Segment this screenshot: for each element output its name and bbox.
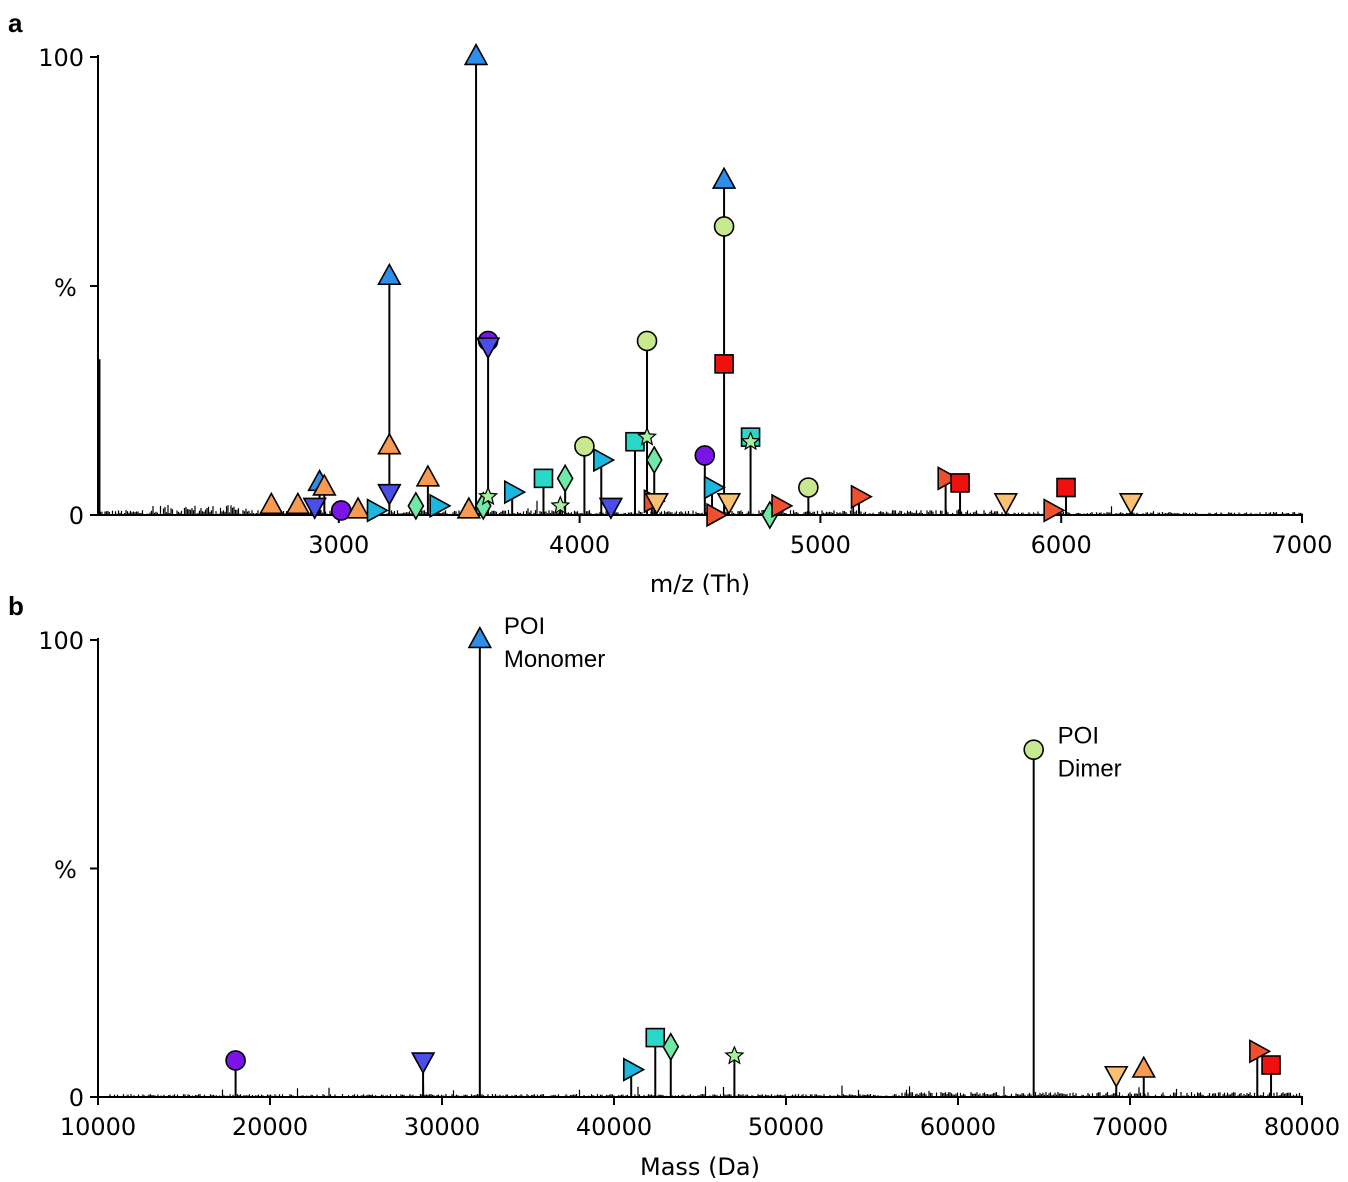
b-marker-triangle-right — [622, 1057, 646, 1082]
panel-a-letter: a — [8, 8, 23, 38]
panel-b-xlabel: Mass (Da) — [640, 1153, 760, 1181]
b-y-tick-label: 100 — [38, 627, 84, 655]
a-marker-triangle-down — [716, 493, 742, 516]
a-marker-triangle-down — [475, 337, 501, 360]
a-marker-triangle-up — [259, 491, 284, 515]
a-marker-triangle-down — [302, 497, 327, 520]
panel-a-ylabel: % — [54, 274, 77, 302]
panel-a-axes: 3000 4000 5000 6000 7000 0 100 — [38, 44, 1332, 559]
a-marker-triangle-right — [503, 479, 527, 505]
a-marker-star — [550, 495, 571, 515]
b-x-tick-label: 70000 — [1092, 1113, 1168, 1141]
a-marker-circle — [574, 435, 595, 457]
b-x-tick-label: 20000 — [232, 1113, 308, 1141]
a-marker-triangle-down — [644, 493, 669, 516]
a-marker-triangle-up — [711, 166, 737, 189]
b-marker-triangle-right — [1249, 1039, 1272, 1064]
b-marker-triangle-up — [1131, 1055, 1156, 1078]
a-x-tick-label: 3000 — [308, 531, 369, 559]
a-marker-square — [1056, 477, 1076, 498]
panel-b-ylabel: % — [54, 856, 77, 884]
a-marker-star — [637, 426, 658, 446]
a-marker-triangle-down — [1118, 493, 1144, 516]
b-marker-diamond — [662, 1032, 680, 1062]
a-marker-square — [714, 354, 734, 374]
a-marker-diamond — [556, 463, 574, 493]
b-marker-circle — [225, 1050, 246, 1071]
a-marker-triangle-right — [1043, 498, 1066, 523]
a-marker-triangle-down — [993, 493, 1019, 516]
a-marker-diamond — [645, 445, 663, 475]
b-x-tick-label: 60000 — [920, 1113, 996, 1141]
b-marker-triangle-down — [410, 1052, 436, 1075]
a-marker-circle — [798, 477, 819, 498]
a-x-tick-label: 4000 — [549, 531, 610, 559]
panel-b-peak-sticks — [234, 640, 1273, 1097]
b-x-tick-label: 40000 — [576, 1113, 652, 1141]
panel-b-letter: b — [8, 591, 24, 621]
b-marker-triangle-up — [467, 625, 493, 649]
a-marker-triangle-right — [429, 493, 452, 519]
a-x-tick-label: 5000 — [790, 531, 851, 559]
a-y-tick-label: 100 — [38, 44, 84, 72]
b-y-tick-label: 0 — [69, 1084, 84, 1112]
a-x-tick-label: 6000 — [1031, 531, 1092, 559]
b-marker-square — [1261, 1055, 1281, 1075]
a-x-tick-label: 7000 — [1271, 531, 1332, 559]
b-marker-square — [645, 1027, 666, 1048]
b-noise-trace — [109, 1084, 1302, 1097]
a-marker-square — [533, 468, 554, 489]
b-marker-triangle-down — [1104, 1065, 1129, 1089]
a-marker-triangle-up — [463, 42, 489, 66]
b-marker-circle — [1023, 739, 1044, 760]
a-marker-circle — [636, 330, 658, 352]
a-marker-star — [740, 431, 761, 451]
a-marker-triangle-up — [415, 464, 441, 487]
panel-b-markers — [225, 625, 1281, 1089]
panel-a-peak-sticks — [98, 57, 1133, 515]
a-marker-triangle-right — [937, 466, 960, 491]
panel-b: b % Mass (Da) 10000 20000 30000 40000 50000 6… — [8, 591, 1340, 1181]
a-marker-triangle-up — [377, 262, 402, 286]
b-x-tick-label: 30000 — [404, 1113, 480, 1141]
a-marker-circle — [694, 445, 716, 466]
a-marker-triangle-right — [366, 498, 389, 523]
panel-a-markers — [259, 42, 1144, 530]
b-x-tick-label: 50000 — [748, 1113, 824, 1141]
annotation-line: Dimer — [1058, 756, 1122, 783]
a-marker-triangle-up — [312, 473, 337, 496]
b-x-tick-label: 80000 — [1264, 1113, 1340, 1141]
b-x-tick-label: 10000 — [60, 1113, 136, 1141]
panel-a-xlabel: m/z (Th) — [650, 570, 750, 598]
a-marker-diamond — [407, 491, 425, 521]
a-marker-triangle-up — [377, 432, 402, 455]
a-marker-triangle-right — [771, 493, 794, 519]
annotation-line: POI — [504, 613, 545, 640]
panel-b-annotations: POI Monomer POI Dimer — [504, 613, 1122, 783]
a-marker-triangle-right — [850, 484, 873, 509]
a-marker-triangle-right — [706, 502, 729, 528]
panel-a: a % m/z (Th) 3000 4000 5000 6000 7000 0 100 — [8, 8, 1333, 598]
a-marker-triangle-up — [285, 491, 311, 515]
a-marker-triangle-up — [456, 496, 482, 519]
a-marker-triangle-down — [377, 483, 402, 507]
panel-b-axes: 10000 20000 30000 40000 50000 60000 70000 80000… — [38, 627, 1340, 1141]
a-marker-triangle-right — [703, 475, 727, 500]
b-marker-star — [724, 1045, 745, 1065]
a-marker-circle — [713, 216, 735, 237]
annotation-line: Monomer — [504, 646, 605, 673]
a-marker-star — [477, 486, 499, 506]
a-marker-square — [950, 473, 970, 493]
panel-b-baseline-noise — [109, 1084, 1302, 1097]
a-marker-triangle-up — [345, 496, 371, 519]
annotation-line: POI — [1058, 723, 1099, 750]
a-marker-triangle-down — [598, 497, 624, 520]
a-marker-triangle-right — [593, 447, 616, 473]
a-y-tick-label: 0 — [69, 502, 84, 530]
